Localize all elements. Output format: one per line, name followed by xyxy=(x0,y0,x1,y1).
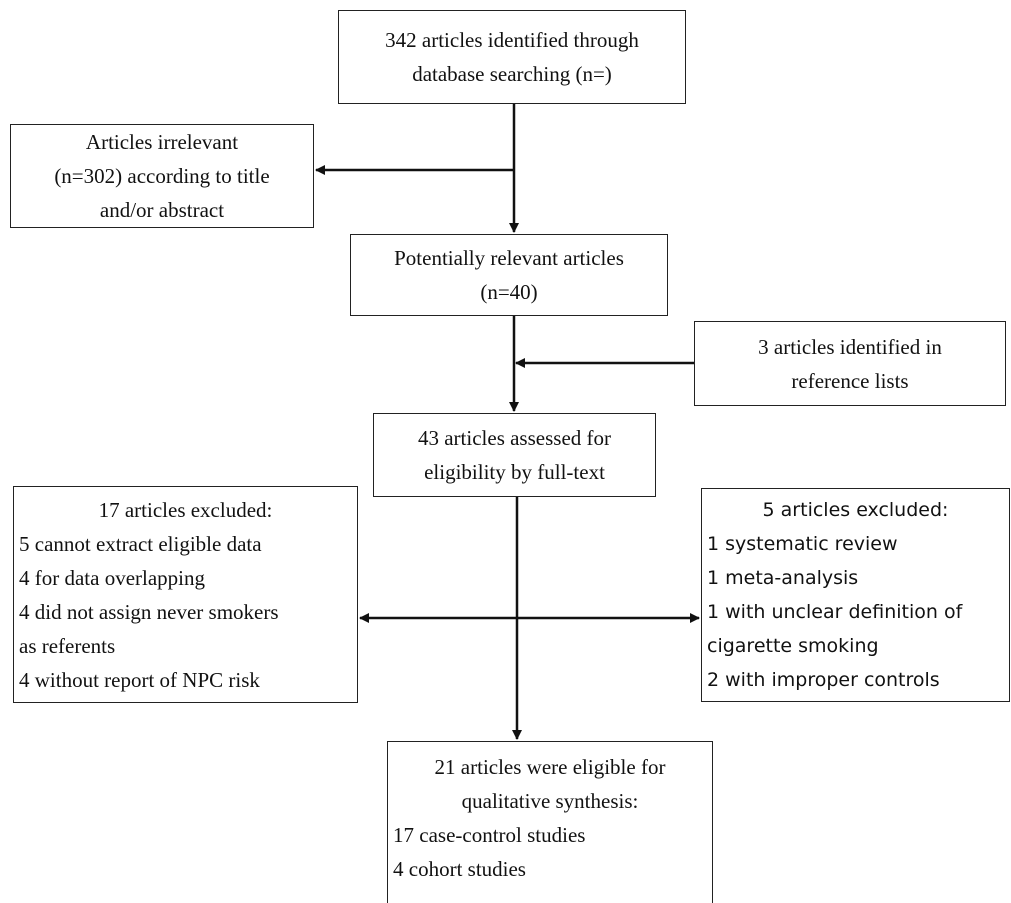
node-box: 3 articles identified in reference lists xyxy=(694,321,1006,406)
node-text: reference lists xyxy=(791,368,909,393)
node-box: 43 articles assessed for eligibility by … xyxy=(373,413,656,497)
node-item: 1 systematic review xyxy=(707,533,898,555)
node-item: 2 with improper controls xyxy=(707,669,940,691)
node-item: cigarette smoking xyxy=(707,635,879,657)
node-text: eligibility by full-text xyxy=(424,460,605,484)
node-item: 4 did not assign never smokers xyxy=(19,599,279,624)
node-item: 17 case-control studies xyxy=(393,823,586,847)
node-text: 3 articles identified in xyxy=(758,334,942,359)
node-box: Potentially relevant articles (n=40) xyxy=(350,234,668,316)
node-item: 4 cohort studies xyxy=(393,857,526,881)
node-item: 5 cannot extract eligible data xyxy=(19,531,262,556)
node-box: 5 articles excluded: 1 systematic review… xyxy=(701,488,1010,702)
node-text: and/or abstract xyxy=(99,198,225,222)
node-box: 17 articles excluded: 5 cannot extract e… xyxy=(13,486,358,703)
node-heading: 17 articles excluded: xyxy=(98,497,273,522)
node-text: Articles irrelevant xyxy=(85,130,239,154)
node-item: as referents xyxy=(19,633,116,658)
node-box: 21 articles were eligible for qualitativ… xyxy=(387,741,713,903)
node-box: Articles irrelevant (n=302) according to… xyxy=(10,124,314,228)
node-text: 43 articles assessed for xyxy=(417,426,612,450)
node-heading: qualitative synthesis: xyxy=(461,789,639,813)
node-box: 342 articles identified through database… xyxy=(338,10,686,104)
node-text: 342 articles identified through xyxy=(385,28,639,52)
node-text: Potentially relevant articles xyxy=(394,246,624,270)
node-text: (n=40) xyxy=(480,280,538,304)
node-text: database searching (n=) xyxy=(412,62,612,86)
node-item: 4 for data overlapping xyxy=(19,565,206,590)
node-item: 1 meta-analysis xyxy=(707,567,859,589)
node-item: 1 with unclear definition of xyxy=(707,601,963,623)
node-heading: 5 articles excluded: xyxy=(762,499,949,521)
node-item: 4 without report of NPC risk xyxy=(19,667,260,692)
node-text: (n=302) according to title xyxy=(54,164,270,188)
node-heading: 21 articles were eligible for xyxy=(434,755,666,779)
